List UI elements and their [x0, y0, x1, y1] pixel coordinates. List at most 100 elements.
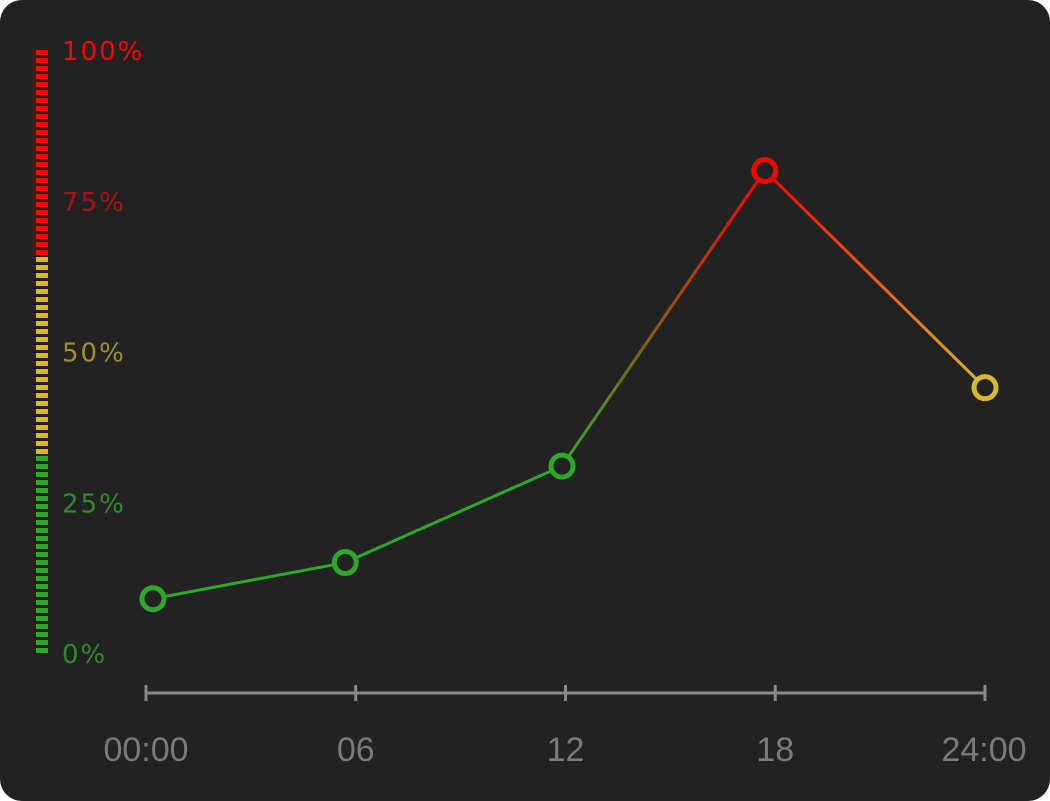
scale-tick: [36, 377, 48, 382]
scale-tick: [36, 257, 48, 262]
scale-tick: [36, 576, 48, 581]
scale-tick: [36, 281, 48, 286]
scale-tick: [36, 265, 48, 270]
scale-tick: [36, 273, 48, 278]
scale-tick: [36, 242, 48, 247]
scale-tick: [36, 456, 48, 461]
scale-tick: [36, 648, 48, 653]
y-tick-label: 100%: [62, 37, 144, 67]
scale-tick: [36, 504, 48, 509]
scale-tick: [36, 313, 48, 318]
scale-tick: [36, 496, 48, 501]
series-points: [139, 157, 999, 613]
y-tick-label: 50%: [62, 339, 126, 369]
y-scale-bar: [36, 50, 48, 653]
scale-tick: [36, 616, 48, 621]
scale-tick: [36, 640, 48, 645]
scale-tick: [36, 194, 48, 199]
x-tick-label: 00:00: [103, 731, 188, 769]
x-tick-label: 06: [337, 731, 375, 769]
scale-tick: [36, 393, 48, 398]
data-point: [971, 374, 999, 402]
x-axis-labels: 00:00 06 12 18 24:00: [103, 731, 1026, 769]
scale-tick: [36, 608, 48, 613]
y-axis-labels: 0% 25% 50% 75% 100%: [62, 37, 144, 670]
scale-tick: [36, 472, 48, 477]
scale-band-2: [36, 257, 48, 454]
scale-tick: [36, 202, 48, 207]
scale-tick: [36, 66, 48, 71]
series-line-segment: [763, 169, 987, 390]
scale-tick: [36, 58, 48, 63]
scale-tick: [36, 401, 48, 406]
x-tick-label: 24:00: [941, 731, 1026, 769]
scale-tick: [36, 337, 48, 342]
scale-tick: [36, 480, 48, 485]
scale-tick: [36, 178, 48, 183]
scale-tick: [36, 162, 48, 167]
y-tick-label: 25%: [62, 489, 126, 519]
scale-tick: [36, 361, 48, 366]
data-point: [331, 549, 359, 577]
scale-tick: [36, 218, 48, 223]
scale-tick: [36, 345, 48, 350]
data-point: [548, 452, 576, 480]
series-line-segment: [343, 464, 564, 565]
scale-tick: [36, 122, 48, 127]
scale-tick: [36, 433, 48, 438]
scale-band-1: [36, 456, 48, 653]
scale-tick: [36, 305, 48, 310]
data-point: [139, 585, 167, 613]
scale-tick: [36, 138, 48, 143]
scale-tick: [36, 385, 48, 390]
x-tick-label: 12: [547, 731, 585, 769]
scale-tick: [36, 409, 48, 414]
scale-band-3: [36, 50, 48, 255]
scale-tick: [36, 536, 48, 541]
scale-tick: [36, 98, 48, 103]
scale-tick: [36, 234, 48, 239]
scale-tick: [36, 592, 48, 597]
scale-tick: [36, 186, 48, 191]
scale-tick: [36, 130, 48, 135]
scale-tick: [36, 417, 48, 422]
scale-tick: [36, 353, 48, 358]
scale-tick: [36, 568, 48, 573]
scale-tick: [36, 584, 48, 589]
scale-tick: [36, 624, 48, 629]
series-line-segment: [151, 561, 347, 601]
scale-tick: [36, 289, 48, 294]
scale-tick: [36, 632, 48, 637]
y-tick-label: 75%: [62, 188, 126, 218]
scale-tick: [36, 552, 48, 557]
scale-tick: [36, 425, 48, 430]
scale-tick: [36, 464, 48, 469]
x-axis: [144, 685, 987, 701]
scale-tick: [36, 560, 48, 565]
scale-tick: [36, 226, 48, 231]
scale-tick: [36, 210, 48, 215]
x-tick-label: 18: [756, 731, 794, 769]
scale-tick: [36, 154, 48, 159]
scale-tick: [36, 488, 48, 493]
data-point: [751, 157, 779, 185]
series-lines: [151, 169, 987, 601]
scale-tick: [36, 106, 48, 111]
scale-tick: [36, 329, 48, 334]
scale-tick: [36, 520, 48, 525]
y-tick-label: 0%: [62, 640, 107, 670]
scale-tick: [36, 369, 48, 374]
scale-tick: [36, 90, 48, 95]
scale-tick: [36, 146, 48, 151]
scale-tick: [36, 600, 48, 605]
scale-tick: [36, 82, 48, 87]
scale-tick: [36, 441, 48, 446]
scale-tick: [36, 512, 48, 517]
scale-tick: [36, 114, 48, 119]
scale-tick: [36, 297, 48, 302]
scale-tick: [36, 449, 48, 454]
scale-tick: [36, 250, 48, 255]
scale-tick: [36, 321, 48, 326]
